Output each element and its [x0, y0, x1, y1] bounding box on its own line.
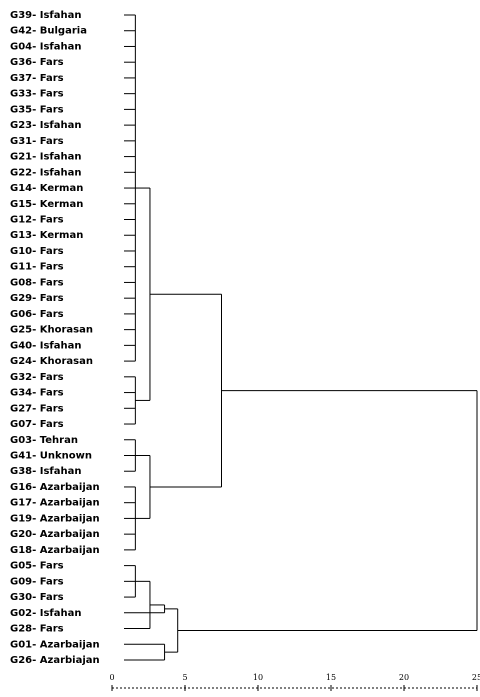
leaf-label: G03- Tehran — [10, 435, 78, 446]
leaf-label: G41- Unknown — [10, 450, 92, 461]
leaf-label: G26- Azarbiajan — [10, 655, 100, 666]
leaf-label: G29- Fars — [10, 293, 64, 304]
leaf-label: G39- Isfahan — [10, 10, 82, 21]
leaf-label: G02- Isfahan — [10, 608, 82, 619]
leaf-label: G40- Isfahan — [10, 340, 82, 351]
leaf-label: G13- Kerman — [10, 230, 83, 241]
leaf-label: G18- Azarbaijan — [10, 545, 100, 556]
x-tick-label: 20 — [399, 673, 409, 682]
x-tick-label: 5 — [182, 673, 187, 682]
leaf-label: G33- Fars — [10, 89, 64, 100]
leaf-label: G11- Fars — [10, 262, 64, 273]
leaf-label: G25- Khorasan — [10, 325, 93, 336]
leaf-label: G12- Fars — [10, 215, 64, 226]
leaf-label: G16- Azarbaijan — [10, 482, 100, 493]
leaf-label: G04- Isfahan — [10, 41, 82, 52]
leaf-label: G05- Fars — [10, 561, 64, 572]
leaf-label: G42- Bulgaria — [10, 26, 87, 37]
leaf-label: G28- Fars — [10, 624, 64, 635]
leaf-label: G07- Fars — [10, 419, 64, 430]
leaf-label: G09- Fars — [10, 576, 64, 587]
leaf-label: G15- Kerman — [10, 199, 83, 210]
leaf-label: G27- Fars — [10, 403, 64, 414]
leaf-label: G24- Khorasan — [10, 356, 93, 367]
leaf-label: G37- Fars — [10, 73, 64, 84]
leaf-label: G32- Fars — [10, 372, 64, 383]
leaf-label: G36- Fars — [10, 57, 64, 68]
leaf-label: G31- Fars — [10, 136, 64, 147]
leaf-label: G08- Fars — [10, 277, 64, 288]
leaf-label: G10- Fars — [10, 246, 64, 257]
leaf-label: G30- Fars — [10, 592, 64, 603]
leaf-label: G38- Isfahan — [10, 466, 82, 477]
leaf-label: G23- Isfahan — [10, 120, 82, 131]
leaf-label: G34- Fars — [10, 388, 64, 399]
leaf-label: G22- Isfahan — [10, 167, 82, 178]
leaf-label: G01- Azarbaijan — [10, 639, 100, 650]
leaf-label: G14- Kerman — [10, 183, 83, 194]
leaf-label: G21- Isfahan — [10, 152, 82, 163]
leaf-label: G17- Azarbaijan — [10, 498, 100, 509]
x-tick-label: 10 — [253, 673, 263, 682]
leaf-label: G06- Fars — [10, 309, 64, 320]
x-tick-label: 25 — [472, 673, 480, 682]
x-tick-label: 15 — [326, 673, 336, 682]
leaf-label: G35- Fars — [10, 104, 64, 115]
leaf-label: G20- Azarbaijan — [10, 529, 100, 540]
x-tick-label: 0 — [109, 673, 114, 682]
leaf-label: G19- Azarbaijan — [10, 513, 100, 524]
